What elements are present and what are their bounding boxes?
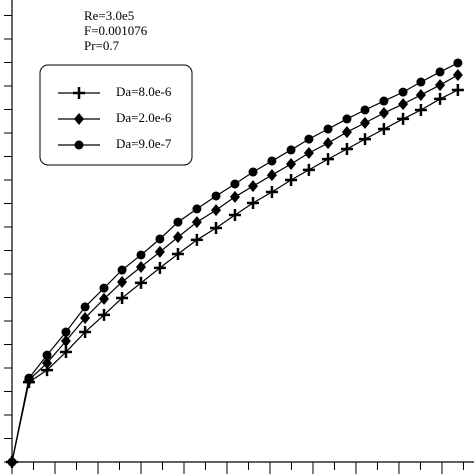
marker — [377, 123, 390, 136]
legend-marker — [73, 87, 85, 99]
marker — [322, 153, 335, 166]
marker — [230, 179, 240, 189]
marker — [190, 233, 203, 246]
marker — [265, 185, 278, 198]
marker — [286, 145, 296, 155]
marker — [378, 107, 389, 120]
marker — [210, 221, 223, 234]
marker — [248, 167, 258, 177]
marker — [116, 291, 129, 304]
marker — [211, 204, 222, 217]
marker — [379, 96, 389, 106]
marker — [452, 68, 463, 81]
marker — [453, 58, 463, 68]
marker — [153, 261, 166, 274]
annotation: Re=3.0e5 — [84, 8, 134, 23]
marker — [172, 231, 183, 244]
marker — [360, 105, 370, 115]
marker — [267, 156, 277, 166]
marker — [360, 116, 371, 129]
marker — [451, 84, 464, 97]
marker — [211, 191, 221, 201]
marker — [323, 124, 333, 134]
marker — [359, 133, 372, 146]
marker — [414, 103, 427, 116]
marker — [134, 276, 147, 289]
legend-marker — [74, 140, 84, 150]
marker — [191, 216, 202, 229]
marker — [228, 209, 241, 222]
marker — [286, 158, 297, 171]
marker — [340, 142, 353, 155]
marker — [342, 114, 352, 124]
marker — [99, 292, 110, 305]
marker — [155, 234, 165, 244]
marker — [416, 77, 426, 87]
annotation: F=0.001076 — [84, 23, 148, 38]
marker — [415, 88, 426, 101]
marker — [98, 308, 111, 321]
marker — [341, 126, 352, 139]
marker — [266, 169, 277, 182]
marker — [192, 204, 202, 214]
marker — [135, 260, 146, 273]
marker — [7, 457, 17, 467]
marker — [99, 283, 109, 293]
marker — [80, 311, 91, 324]
marker — [434, 92, 447, 105]
marker — [246, 197, 259, 210]
marker — [117, 275, 128, 288]
legend-marker — [74, 113, 84, 125]
marker — [42, 357, 53, 370]
marker — [24, 373, 34, 383]
marker — [80, 302, 90, 312]
marker — [173, 217, 183, 227]
legend-label: Da=2.0e-6 — [116, 110, 172, 125]
marker — [117, 265, 127, 275]
marker — [323, 137, 334, 150]
marker — [79, 326, 92, 339]
marker — [435, 79, 446, 92]
marker — [398, 87, 408, 97]
marker — [59, 346, 72, 359]
marker — [60, 334, 71, 347]
marker — [154, 245, 165, 258]
marker — [435, 67, 445, 77]
marker — [398, 98, 409, 111]
marker — [229, 190, 240, 203]
marker — [42, 350, 52, 360]
legend-label: Da=9.0e-7 — [116, 136, 172, 151]
marker — [285, 174, 298, 187]
marker — [171, 248, 184, 261]
annotation: Pr=0.7 — [84, 38, 120, 53]
marker — [304, 134, 314, 144]
marker — [247, 180, 258, 193]
legend-label: Da=8.0e-6 — [116, 84, 172, 99]
marker — [302, 163, 315, 176]
marker — [303, 146, 314, 159]
marker — [397, 112, 410, 125]
marker — [136, 250, 146, 260]
marker — [61, 327, 71, 337]
